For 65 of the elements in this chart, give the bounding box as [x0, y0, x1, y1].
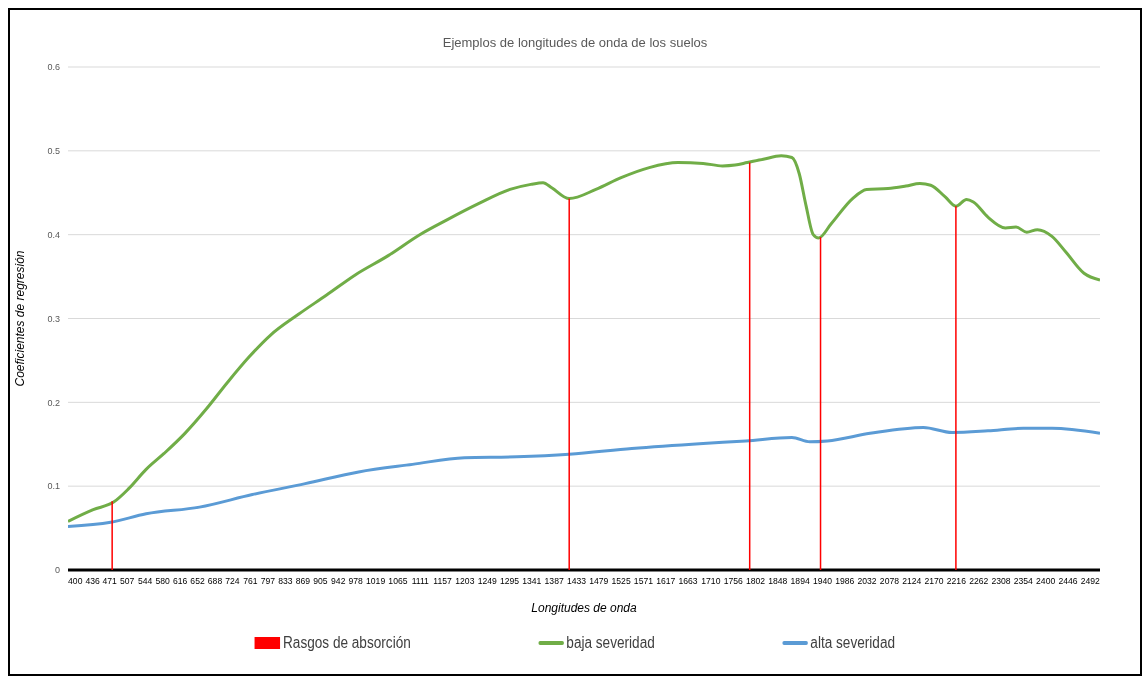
y-tick-label: 0.1 [47, 481, 60, 492]
x-tick-label: 652 [190, 576, 205, 587]
y-tick-label: 0.5 [47, 146, 60, 157]
y-tick-label: 0.6 [47, 62, 60, 73]
x-tick-label: 905 [313, 576, 328, 587]
x-tick-label: 1295 [499, 576, 520, 587]
x-tick-label: 1341 [522, 576, 542, 587]
x-tick-label: 1894 [790, 576, 810, 587]
x-tick-label: 1571 [633, 576, 654, 587]
x-tick-label: 616 [172, 576, 188, 587]
y-tick-label: 0.2 [47, 397, 60, 408]
x-tick-label: 2032 [857, 576, 877, 587]
x-tick-label: 1019 [366, 576, 386, 587]
x-tick-label: 2262 [969, 576, 989, 587]
x-tick-label: 2308 [991, 576, 1011, 587]
x-axis-title: Longitudes de onda [531, 601, 638, 615]
y-axis-title: Coeficientes de regresión [13, 250, 28, 387]
x-tick-label: 2170 [924, 576, 944, 587]
x-tick-label: 2400 [1036, 576, 1056, 587]
legend-label: Rasgos de absorción [283, 634, 411, 652]
x-tick-label: 1663 [678, 576, 698, 587]
x-tick-label: 2354 [1013, 576, 1034, 587]
x-tick-label: 1802 [745, 576, 766, 587]
x-tick-label: 471 [102, 576, 118, 587]
x-tick-label: 1756 [723, 576, 743, 587]
x-tick-label: 1387 [544, 576, 564, 587]
x-tick-label: 1433 [566, 576, 587, 587]
legend-label: alta severidad [810, 634, 896, 652]
x-tick-label: 1479 [589, 576, 609, 587]
x-tick-label: 2446 [1058, 576, 1078, 587]
x-tick-label: 580 [155, 576, 170, 587]
legend-label: baja severidad [566, 634, 655, 652]
x-tick-label: 1986 [835, 576, 855, 587]
x-tick-label: 978 [348, 576, 364, 587]
x-tick-label: 2216 [946, 576, 967, 587]
x-tick-label: 1065 [388, 576, 408, 587]
x-tick-label: 724 [225, 576, 240, 587]
x-tick-label: 1848 [768, 576, 788, 587]
x-tick-label: 1940 [812, 576, 833, 587]
chart-title: Ejemplos de longitudes de onda de los suelos [441, 35, 709, 50]
line-series [68, 154, 1100, 523]
y-tick-label: 0.3 [47, 313, 60, 324]
y-tick-label: 0.4 [47, 229, 60, 240]
x-tick-label: 942 [331, 576, 346, 587]
x-tick-label: 761 [243, 576, 258, 587]
x-tick-label: 1710 [701, 576, 721, 587]
x-tick-label: 1525 [611, 576, 631, 587]
line-series [68, 425, 1100, 528]
x-tick-label: 400 [68, 576, 83, 587]
x-tick-label: 1203 [455, 576, 475, 587]
x-tick-label: 869 [295, 576, 311, 587]
x-tick-label: 544 [137, 576, 153, 587]
x-tick-label: 1111 [411, 576, 430, 587]
x-tick-label: 507 [120, 576, 135, 587]
x-tick-label: 436 [85, 576, 101, 587]
x-tick-label: 688 [207, 576, 223, 587]
x-tick-label: 2124 [902, 576, 922, 587]
x-tick-label: 2078 [879, 576, 900, 587]
x-tick-label: 797 [260, 576, 276, 587]
x-tick-label: 1617 [656, 576, 676, 587]
y-tick-label: 0 [54, 565, 60, 576]
x-tick-label: 833 [278, 576, 293, 587]
x-tick-label: 1157 [433, 576, 453, 587]
x-tick-label: 1249 [477, 576, 497, 587]
x-tick-label: 2492 [1080, 576, 1101, 587]
